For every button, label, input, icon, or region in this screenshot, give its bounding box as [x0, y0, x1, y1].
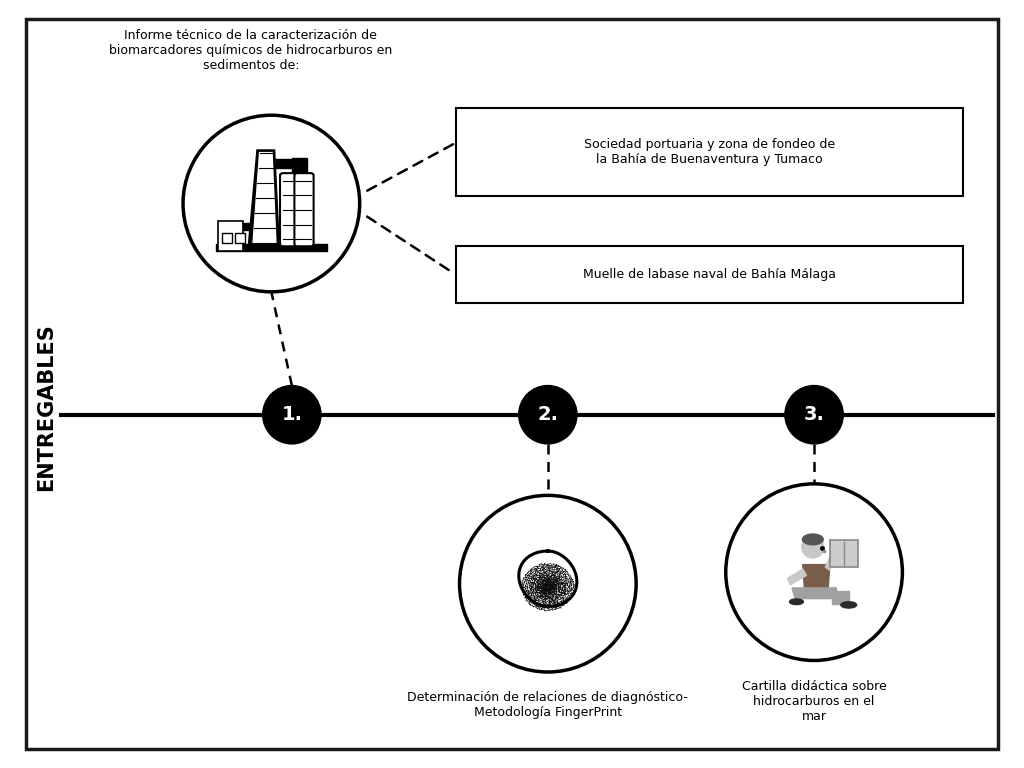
Polygon shape	[803, 564, 829, 592]
Text: Muelle de labase naval de Bahía Málaga: Muelle de labase naval de Bahía Málaga	[583, 268, 836, 281]
Text: Cartilla didáctica sobre
hidrocarburos en el
mar: Cartilla didáctica sobre hidrocarburos e…	[741, 680, 887, 723]
Ellipse shape	[802, 536, 824, 558]
Ellipse shape	[803, 534, 823, 545]
Text: ENTREGABLES: ENTREGABLES	[36, 323, 56, 491]
Text: 1.: 1.	[282, 406, 302, 424]
Polygon shape	[292, 158, 307, 174]
Polygon shape	[274, 159, 294, 167]
FancyBboxPatch shape	[222, 233, 232, 243]
Polygon shape	[787, 569, 807, 584]
Polygon shape	[243, 223, 249, 230]
FancyBboxPatch shape	[829, 541, 858, 568]
Polygon shape	[792, 588, 838, 598]
Text: 2.: 2.	[538, 406, 558, 424]
FancyBboxPatch shape	[236, 233, 246, 243]
Ellipse shape	[460, 495, 636, 672]
Ellipse shape	[785, 386, 844, 444]
FancyBboxPatch shape	[295, 173, 313, 247]
Text: 3.: 3.	[804, 406, 824, 424]
Polygon shape	[249, 150, 280, 244]
Polygon shape	[825, 550, 838, 571]
Ellipse shape	[726, 484, 902, 660]
Ellipse shape	[183, 115, 359, 292]
FancyBboxPatch shape	[456, 246, 963, 303]
FancyBboxPatch shape	[456, 108, 963, 196]
Ellipse shape	[841, 602, 857, 608]
Polygon shape	[253, 153, 275, 243]
Ellipse shape	[518, 386, 578, 444]
Ellipse shape	[790, 599, 804, 604]
FancyBboxPatch shape	[218, 221, 243, 250]
Text: Determinación de relaciones de diagnóstico-
Metodología FingerPrint: Determinación de relaciones de diagnósti…	[408, 691, 688, 719]
Text: Informe técnico de la caracterización de
biomarcadores químicos de hidrocarburos: Informe técnico de la caracterización de…	[110, 29, 392, 72]
Text: Sociedad portuaria y zona de fondeo de
la Bahía de Buenaventura y Tumaco: Sociedad portuaria y zona de fondeo de l…	[584, 137, 835, 166]
Polygon shape	[216, 244, 327, 250]
FancyBboxPatch shape	[280, 173, 299, 247]
Polygon shape	[831, 591, 849, 604]
Ellipse shape	[262, 386, 322, 444]
